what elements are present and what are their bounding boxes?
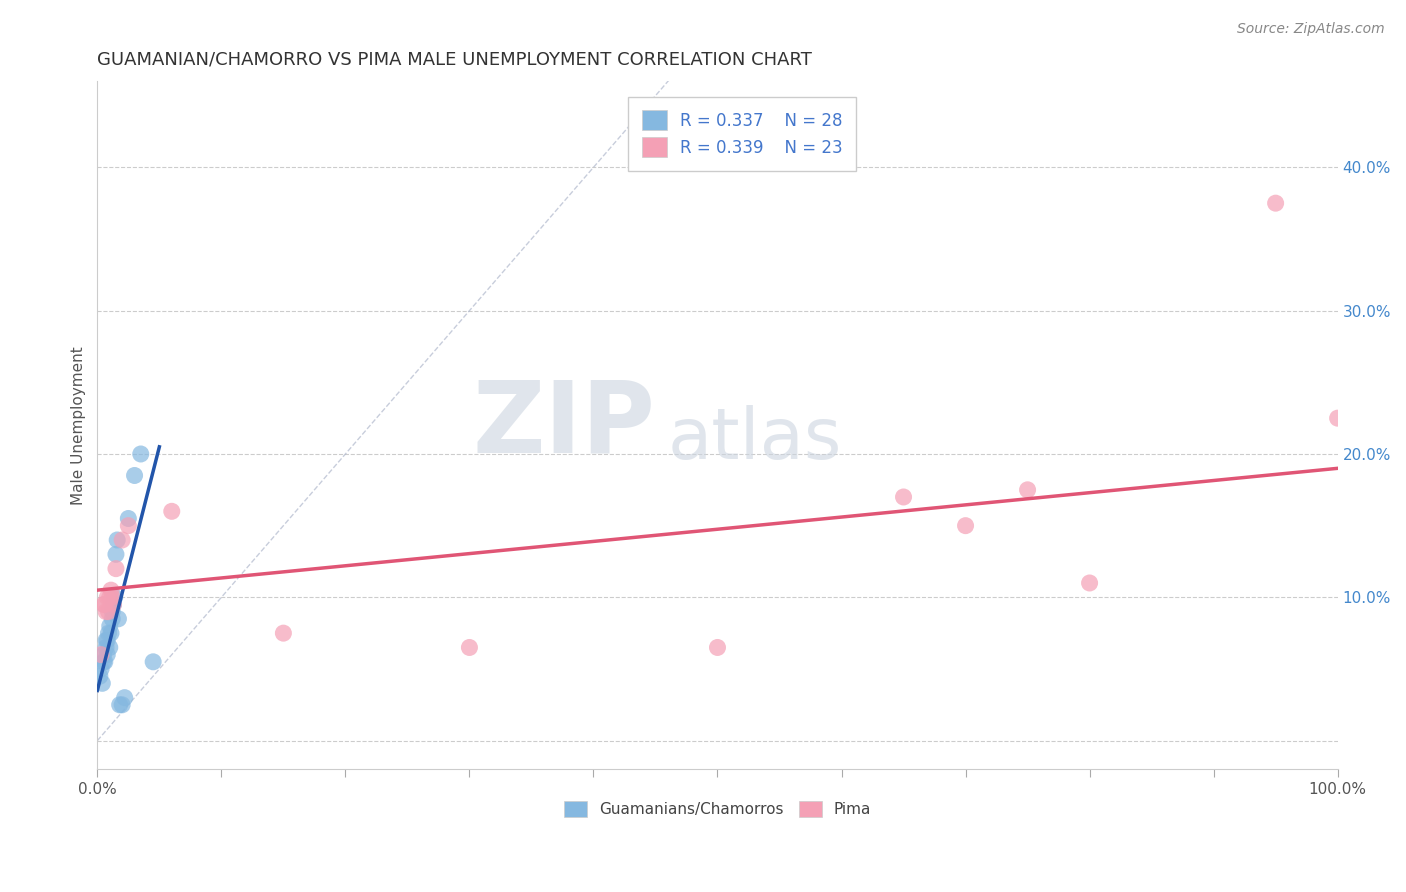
Point — [96, 633, 118, 648]
Point — [1264, 196, 1286, 211]
Point — [458, 640, 481, 655]
Point — [117, 518, 139, 533]
Text: atlas: atlas — [668, 405, 842, 474]
Point — [124, 468, 146, 483]
Point — [91, 676, 114, 690]
Point — [98, 640, 121, 655]
Point — [96, 648, 118, 662]
Point — [1017, 483, 1039, 497]
Point — [114, 690, 136, 705]
Point — [111, 533, 134, 547]
Point — [706, 640, 728, 655]
Point — [1326, 411, 1348, 425]
Point — [893, 490, 915, 504]
Point — [97, 626, 120, 640]
Point — [94, 605, 117, 619]
Point — [98, 619, 121, 633]
Point — [100, 583, 122, 598]
Point — [101, 612, 124, 626]
Point — [108, 698, 131, 712]
Point — [100, 626, 122, 640]
Point — [104, 547, 127, 561]
Point — [90, 662, 112, 676]
Legend: Guamanians/Chamorros, Pima: Guamanians/Chamorros, Pima — [558, 795, 877, 823]
Text: GUAMANIAN/CHAMORRO VS PIMA MALE UNEMPLOYMENT CORRELATION CHART: GUAMANIAN/CHAMORRO VS PIMA MALE UNEMPLOY… — [97, 51, 813, 69]
Point — [955, 518, 977, 533]
Point — [107, 612, 129, 626]
Point — [160, 504, 183, 518]
Point — [1078, 576, 1101, 591]
Point — [96, 591, 118, 605]
Point — [111, 698, 134, 712]
Text: Source: ZipAtlas.com: Source: ZipAtlas.com — [1237, 22, 1385, 37]
Point — [94, 598, 117, 612]
Point — [142, 655, 165, 669]
Point — [117, 511, 139, 525]
Point — [103, 598, 125, 612]
Point — [93, 598, 115, 612]
Point — [93, 655, 115, 669]
Point — [89, 669, 111, 683]
Point — [105, 533, 128, 547]
Point — [101, 591, 124, 605]
Point — [103, 598, 125, 612]
Y-axis label: Male Unemployment: Male Unemployment — [72, 346, 86, 505]
Point — [129, 447, 152, 461]
Point — [104, 591, 127, 605]
Point — [94, 633, 117, 648]
Point — [98, 591, 121, 605]
Point — [97, 605, 120, 619]
Point — [104, 561, 127, 575]
Point — [94, 640, 117, 655]
Point — [273, 626, 295, 640]
Point — [90, 648, 112, 662]
Point — [93, 648, 115, 662]
Point — [101, 605, 124, 619]
Text: ZIP: ZIP — [472, 376, 655, 474]
Point — [94, 655, 117, 669]
